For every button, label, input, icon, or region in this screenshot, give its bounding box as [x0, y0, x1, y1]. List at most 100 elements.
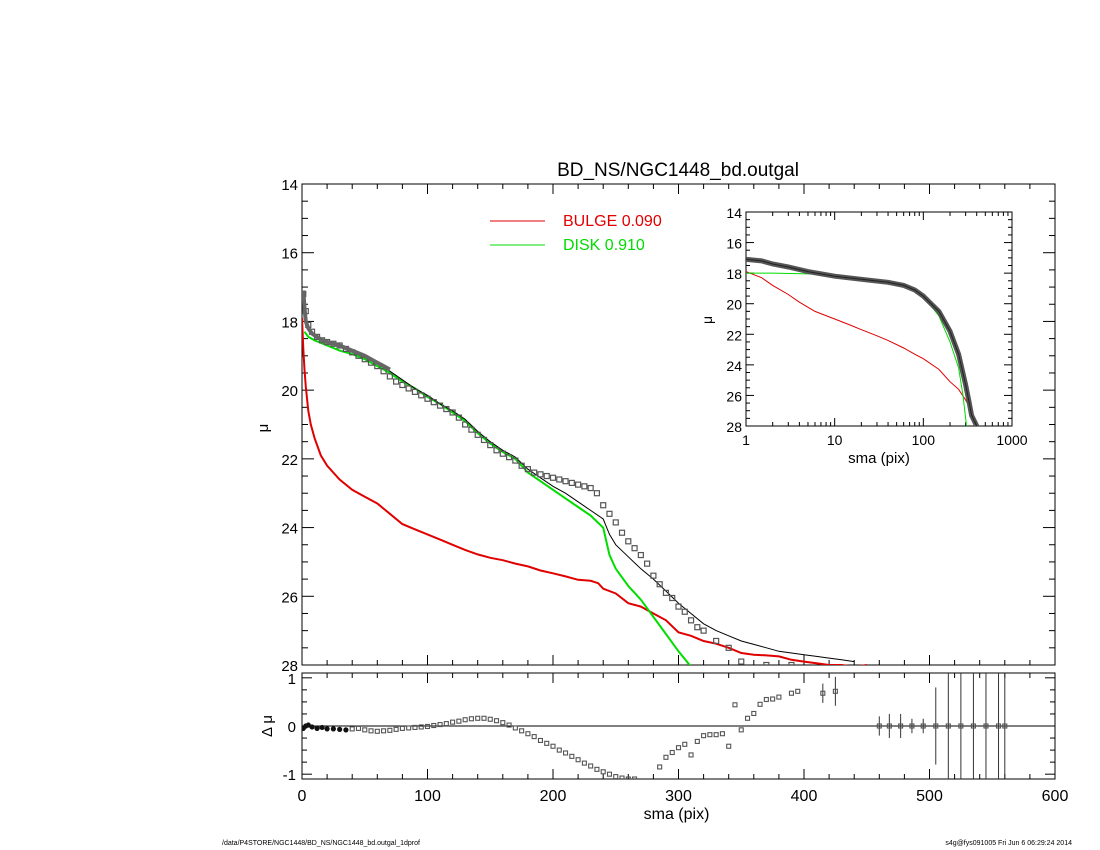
data-point: [700, 627, 707, 634]
residual-point: [368, 728, 374, 734]
residual-point: [343, 727, 349, 733]
data-point: [788, 661, 795, 665]
y-tick-label: 28: [281, 658, 298, 675]
residual-point: [619, 775, 625, 779]
residual-point: [669, 749, 675, 756]
legend: BULGE 0.090 DISK 0.910: [490, 213, 662, 254]
disk-line: [303, 331, 691, 665]
data-point: [480, 436, 488, 444]
residual-point: [412, 724, 418, 730]
residual-point: [374, 728, 380, 734]
data-point: [531, 469, 538, 476]
data-point: [487, 442, 494, 449]
data-point: [468, 426, 475, 433]
residual-point: [537, 737, 544, 744]
data-point: [399, 381, 406, 389]
data-point: [505, 454, 513, 461]
data-point: [380, 368, 387, 375]
data-point: [462, 421, 469, 428]
residual-point: [738, 727, 744, 733]
data-point: [393, 378, 400, 385]
x-tick-label: 600: [1042, 788, 1069, 805]
inset-panel: 14 16 18 20 22 24 26 281 10 100 1000 sma (pix) μ: [699, 205, 1028, 467]
residual-point: [468, 716, 474, 722]
residual-point: [688, 752, 694, 758]
inset-y-tick-label: 24: [726, 358, 742, 374]
residual-point: [399, 725, 405, 731]
residual-point: [569, 753, 575, 759]
data-point: [418, 392, 425, 399]
inset-x-axis-label: sma (pix): [848, 450, 910, 467]
y-tick-label: 20: [281, 383, 298, 400]
y-tick-label: 16: [281, 246, 298, 263]
residual-point: [713, 732, 719, 738]
y-tick-label: 26: [281, 589, 298, 606]
residual-point: [544, 740, 550, 746]
data-point: [725, 644, 732, 651]
residual-point: [500, 720, 506, 726]
residual-point: [613, 774, 619, 779]
residual-point: [362, 727, 368, 733]
residual-point: [707, 732, 713, 738]
residual-point: [726, 743, 732, 749]
x-tick-label: 400: [791, 788, 818, 805]
residual-point: [606, 771, 613, 777]
residual-point: [506, 722, 512, 728]
data-point: [694, 624, 701, 631]
residual-point: [337, 726, 343, 732]
data-point: [424, 395, 431, 402]
residual-point: [531, 734, 537, 740]
residual-point: [788, 690, 795, 696]
residual-point: [355, 725, 362, 731]
residual-point: [556, 747, 562, 753]
residual-point: [581, 760, 587, 766]
x-tick-label: 100: [414, 788, 441, 805]
residual-point: [387, 727, 393, 733]
residual-point: [393, 726, 399, 732]
residual-point: [418, 724, 424, 730]
data-point: [386, 373, 393, 380]
residual-point: [876, 723, 882, 729]
residual-point: [443, 721, 449, 727]
x-tick-label: 500: [916, 788, 943, 805]
residual-point: [550, 743, 556, 749]
data-point: [405, 385, 412, 392]
inset-x-tick-label: 100: [912, 432, 936, 448]
residual-point: [462, 717, 468, 723]
residual-point: [330, 726, 336, 732]
data-point: [568, 479, 575, 487]
inset-y-axis-label: μ: [699, 316, 715, 324]
data-point: [524, 466, 532, 473]
residual-point: [562, 750, 569, 756]
residual-point: [594, 766, 600, 772]
data-point: [430, 399, 437, 406]
x-tick-label: 200: [540, 788, 567, 805]
data-point: [556, 476, 563, 483]
data-point: [443, 405, 450, 413]
inset-y-tick-label: 26: [726, 388, 742, 404]
residual-point: [493, 718, 500, 724]
data-point: [543, 472, 550, 480]
inset-y-tick-label: 14: [726, 205, 742, 221]
data-point: [600, 502, 607, 509]
residual-point: [319, 724, 325, 731]
residual-point: [481, 715, 487, 721]
inset-y-tick-label: 22: [726, 327, 742, 343]
residual-point: [475, 715, 481, 721]
data-point: [650, 572, 657, 579]
residual-point: [719, 731, 725, 737]
residual-point: [663, 754, 669, 760]
residual-point: [519, 728, 525, 734]
data-point: [537, 471, 544, 478]
residual-series-group: [302, 673, 1008, 779]
inset-total-line: [746, 258, 978, 426]
inset-x-tick-label: 1: [742, 432, 750, 448]
inset-y-tick-label: 28: [726, 419, 742, 435]
inset-plot-area: 14 16 18 20 22 24 26 281 10 100 1000 sma (pix) μ: [699, 205, 1028, 467]
inset-bulge-line: [746, 271, 978, 426]
residual-point: [694, 738, 700, 744]
x-axis-label: sma (pix): [644, 806, 710, 823]
residual-point: [682, 741, 688, 747]
residual-y-tick-label: 0: [288, 719, 296, 736]
data-point: [499, 450, 506, 457]
